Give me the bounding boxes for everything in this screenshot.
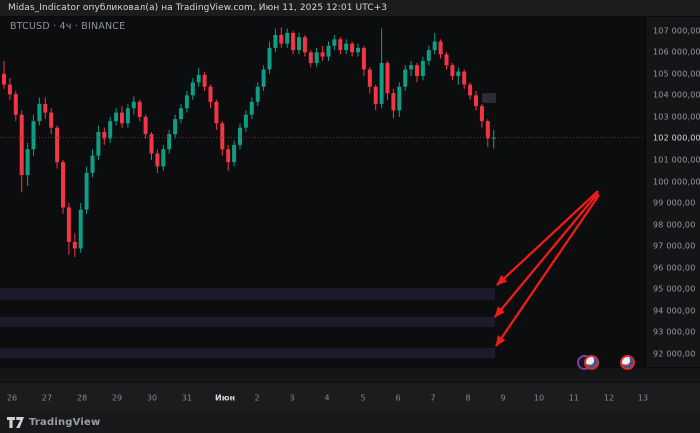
time-axis-label: 10 <box>533 393 545 403</box>
time-axis-label: 13 <box>637 393 649 403</box>
support-zones <box>0 288 495 358</box>
candlestick-chart[interactable] <box>0 17 645 367</box>
tradingview-brand-text[interactable]: TradingView <box>29 417 101 428</box>
time-axis-label: 30 <box>146 393 158 403</box>
price-axis-label: 102 000,00 <box>653 133 700 143</box>
reaction-flag-icon[interactable] <box>584 355 599 370</box>
chart-pane[interactable]: BTCUSD · 4ч · BINANCE <box>0 17 645 367</box>
price-axis-label: 93 000,00 <box>653 327 696 337</box>
price-axis-label: 92 000,00 <box>653 349 696 359</box>
price-axis-label: 94 000,00 <box>653 306 696 316</box>
time-axis-label: 12 <box>603 393 615 403</box>
annotation-arrows <box>494 190 600 347</box>
price-axis-label: 96 000,00 <box>653 263 696 273</box>
time-axis-label: 5 <box>360 393 366 403</box>
price-axis-label: 104 000,00 <box>653 90 700 100</box>
reaction-flag-icon[interactable] <box>620 355 635 370</box>
price-axis-label: 105 000,00 <box>653 69 700 79</box>
candles-layer <box>2 27 496 257</box>
price-axis-label: 95 000,00 <box>653 284 696 294</box>
price-axis-label: 97 000,00 <box>653 241 696 251</box>
price-axis-label: 101 000,00 <box>653 155 700 165</box>
time-axis-label: 29 <box>111 393 123 403</box>
time-axis-label: 2 <box>254 393 260 403</box>
price-axis-label: 107 000,00 <box>653 26 700 36</box>
price-axis-label: 100 000,00 <box>653 177 700 186</box>
time-axis-label: 6 <box>395 393 401 403</box>
pane-separator <box>0 367 700 382</box>
tradingview-logo-icon[interactable] <box>7 417 24 428</box>
time-axis-label: Июн <box>215 393 235 403</box>
order-block-box <box>482 93 496 103</box>
publish-info-bar: Midas_Indicator опубликовал(а) на Tradin… <box>0 0 700 17</box>
time-axis-label: 11 <box>568 393 580 403</box>
price-axis-label: 99 000,00 <box>653 198 696 208</box>
time-axis-label: 4 <box>324 393 330 403</box>
time-axis[interactable]: 26 27 28 29 30 31 Июн 2 3 4 5 6 7 8 9 10 11 12 13 <box>0 382 700 412</box>
time-axis-label: 8 <box>465 393 471 403</box>
time-axis-label: 26 <box>6 393 18 403</box>
publish-info-text: Midas_Indicator опубликовал(а) на Tradin… <box>8 3 388 13</box>
time-axis-label: 7 <box>430 393 436 403</box>
time-axis-label: 31 <box>181 393 193 403</box>
time-axis-label: 27 <box>41 393 53 403</box>
price-axis-label: 98 000,00 <box>653 220 696 230</box>
time-axis-label: 9 <box>500 393 506 403</box>
footer-bar: TradingView <box>0 412 700 433</box>
time-axis-label: 28 <box>76 393 88 403</box>
time-axis-label: 3 <box>289 393 295 403</box>
price-axis[interactable]: 107 000,00 106 000,00 105 000,00 104 000,00… <box>645 17 700 367</box>
price-axis-label: 106 000,00 <box>653 47 700 57</box>
price-axis-label: 103 000,00 <box>653 112 700 122</box>
symbol-title: BTCUSD · 4ч · BINANCE <box>10 21 126 32</box>
